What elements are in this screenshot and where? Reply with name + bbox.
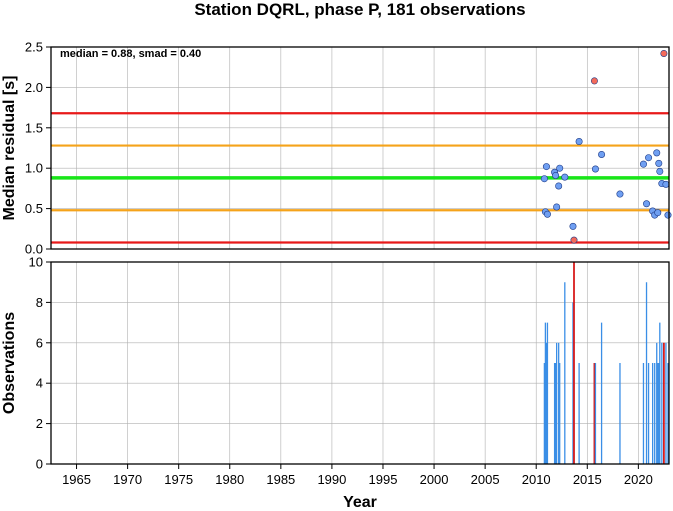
stats-annotation: median = 0.88, smad = 0.40 (60, 48, 201, 60)
data-point (542, 163, 550, 171)
top-plot-frame (50, 46, 670, 250)
x-tick-label: 2015 (573, 472, 602, 487)
y-tick-label: 4 (36, 376, 43, 391)
outlier-point (590, 77, 598, 85)
data-point (656, 167, 664, 175)
data-point (543, 210, 551, 218)
x-tick-label: 2005 (471, 472, 500, 487)
x-tick-label: 1995 (369, 472, 398, 487)
y-tick-label: 1.5 (25, 120, 43, 135)
data-point (553, 203, 561, 211)
data-point (662, 180, 670, 188)
data-point (654, 209, 662, 217)
top-reference-lines (51, 112, 669, 244)
x-tick-label: 2010 (522, 472, 551, 487)
data-point (655, 159, 663, 167)
outlier-point (660, 49, 668, 57)
y-tick-label: 2.5 (25, 40, 43, 55)
x-tick-label: 1985 (266, 472, 295, 487)
data-point (616, 190, 624, 198)
x-tick-label: 1990 (317, 472, 346, 487)
bottom-y-ticks: 0 2 4 6 8 10 (29, 255, 51, 472)
y-tick-label: 8 (36, 295, 43, 310)
data-point (598, 150, 606, 158)
top-y-axis-label: Median residual [s] (1, 76, 18, 221)
data-point (643, 200, 651, 208)
data-point (561, 173, 569, 181)
top-y-ticks: 0.0 0.5 1.0 1.5 2.0 2.5 (25, 40, 51, 257)
outlier-point (570, 236, 578, 244)
chart-title: Station DQRL, phase P, 181 observations (194, 0, 525, 19)
bottom-grid (51, 261, 669, 465)
data-point (575, 138, 583, 146)
bottom-plot-frame (50, 261, 670, 465)
top-points (540, 49, 672, 244)
y-tick-label: 0.0 (25, 242, 43, 257)
x-tick-label: 1965 (62, 472, 91, 487)
x-tick-label: 2000 (420, 472, 449, 487)
y-tick-label: 2 (36, 416, 43, 431)
data-point (591, 165, 599, 173)
x-tick-label: 1975 (164, 472, 193, 487)
bottom-bars (543, 262, 669, 464)
top-grid (51, 46, 669, 250)
data-point (540, 175, 548, 183)
x-tick-label: 1970 (113, 472, 142, 487)
data-point (653, 149, 661, 157)
data-point (664, 211, 672, 219)
data-point (556, 164, 564, 172)
data-point (645, 154, 653, 162)
y-tick-label: 6 (36, 335, 43, 350)
y-tick-label: 2.0 (25, 80, 43, 95)
x-axis-label: Year (343, 494, 377, 511)
y-tick-label: 1.0 (25, 161, 43, 176)
data-point (569, 222, 577, 230)
y-tick-label: 0.5 (25, 201, 43, 216)
x-tick-label: 2020 (624, 472, 653, 487)
data-point (552, 171, 560, 179)
bottom-y-axis-label: Observations (1, 312, 18, 414)
bottom-x-ticks: 1965 1970 1975 1980 1985 1990 1995 2000 2005 2010… (62, 464, 653, 487)
x-tick-label: 1980 (215, 472, 244, 487)
y-tick-label: 0 (36, 457, 43, 472)
y-tick-label: 10 (29, 255, 43, 270)
data-point (639, 160, 647, 168)
data-point (555, 182, 563, 190)
